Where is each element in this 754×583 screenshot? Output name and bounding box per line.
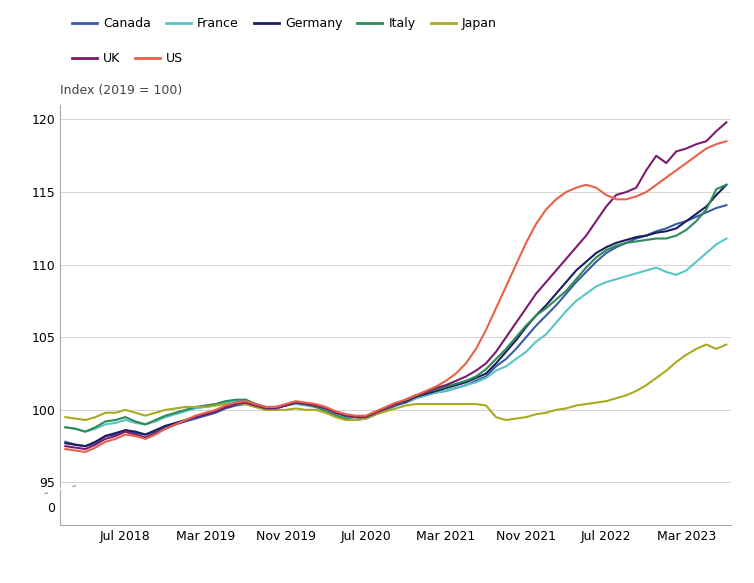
France [371, 409, 380, 416]
UK [81, 445, 90, 452]
France [171, 410, 180, 417]
Canada [151, 428, 160, 435]
US [682, 160, 691, 167]
Italy [61, 424, 70, 431]
Italy [151, 416, 160, 423]
Japan [672, 359, 681, 366]
France [682, 267, 691, 274]
US [722, 138, 731, 145]
France [572, 297, 581, 304]
US [371, 408, 380, 415]
US [171, 421, 180, 428]
Canada [572, 279, 581, 286]
Canada [171, 421, 180, 428]
Japan [61, 413, 70, 420]
UK [171, 421, 180, 428]
US [342, 410, 351, 417]
Canada [682, 217, 691, 224]
Canada [61, 438, 70, 445]
Japan [702, 341, 711, 348]
Germany [572, 267, 581, 274]
France [151, 418, 160, 425]
Italy [371, 410, 380, 417]
Line: Canada: Canada [66, 205, 726, 446]
France [342, 413, 351, 420]
Japan [151, 409, 160, 416]
Germany [722, 181, 731, 188]
US [572, 184, 581, 191]
Germany [61, 440, 70, 447]
Line: US: US [66, 141, 726, 452]
Text: Index (2019 = 100): Index (2019 = 100) [60, 85, 182, 97]
Canada [722, 202, 731, 209]
Japan [572, 402, 581, 409]
Germany [151, 427, 160, 434]
Line: France: France [66, 238, 726, 431]
Germany [171, 419, 180, 426]
Legend: Canada, France, Germany, Italy, Japan: Canada, France, Germany, Italy, Japan [66, 12, 502, 35]
Canada [371, 410, 380, 417]
UK [342, 412, 351, 419]
Italy [171, 409, 180, 416]
France [61, 424, 70, 431]
US [151, 431, 160, 438]
Germany [682, 217, 691, 224]
Germany [371, 409, 380, 416]
Line: UK: UK [66, 122, 726, 449]
Line: Italy: Italy [66, 185, 726, 431]
US [61, 445, 70, 452]
Germany [342, 412, 351, 419]
UK [61, 442, 70, 449]
UK [371, 409, 380, 416]
Japan [371, 410, 380, 417]
Italy [722, 181, 731, 188]
UK [572, 244, 581, 251]
UK [151, 430, 160, 437]
Italy [342, 415, 351, 422]
US [81, 448, 90, 455]
UK [722, 119, 731, 126]
Japan [81, 416, 90, 423]
Germany [81, 442, 90, 449]
Japan [722, 341, 731, 348]
Japan [342, 416, 351, 423]
France [81, 428, 90, 435]
Japan [121, 406, 130, 413]
Italy [682, 226, 691, 233]
France [722, 235, 731, 242]
Canada [81, 442, 90, 449]
Italy [572, 276, 581, 283]
Line: Germany: Germany [66, 185, 726, 446]
Line: Japan: Japan [66, 345, 726, 420]
UK [682, 145, 691, 152]
Canada [342, 412, 351, 419]
Italy [81, 428, 90, 435]
Legend: UK, US: UK, US [66, 47, 188, 70]
